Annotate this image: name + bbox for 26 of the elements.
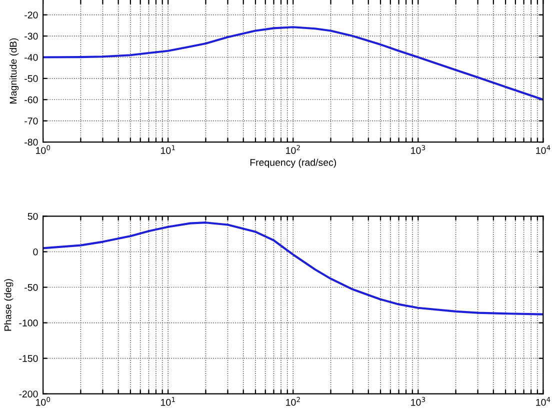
y-tick-label: 0 [33, 248, 38, 256]
y-tick-label: -200 [19, 390, 38, 398]
x-tick-label: 10$^{4}$ [536, 145, 550, 154]
y-tick-label: -70 [24, 118, 38, 124]
y-tick-label: -20 [24, 12, 38, 18]
x-tick-label: 10$^{3}$ [411, 396, 426, 406]
y-tick-label: -50 [24, 75, 38, 82]
x-tick-label: 10$^{3}$ [411, 145, 426, 154]
y-tick-label: -80 [24, 138, 38, 146]
x-tick-label: 10$^{1}$ [161, 397, 175, 406]
y-tick-label: -100 [19, 320, 38, 326]
y-tick-label: -60 [24, 96, 38, 104]
x-tick-label: 10$^{2}$ [286, 145, 300, 154]
x-tick-label: 10$^{0}$ [36, 145, 50, 154]
y-tick-label: -50 [24, 284, 38, 291]
y-tick-label: 50 [28, 212, 38, 220]
y-axis-title: Phase (deg) [4, 279, 14, 331]
x-tick-label: 10$^{0}$ [36, 396, 50, 406]
y-tick-label: -30 [24, 32, 38, 40]
x-tick-label: 10$^{1}$ [161, 145, 175, 154]
x-tick-label: 10$^{4}$ [536, 397, 550, 406]
y-tick-label: -40 [24, 54, 38, 61]
x-axis-title: Frequency (rad/sec) [250, 158, 336, 168]
x-tick-label: 10$^{2}$ [286, 396, 300, 406]
y-axis-title: Magnitude (dB) [10, 38, 19, 104]
y-tick-label: -150 [19, 355, 38, 362]
